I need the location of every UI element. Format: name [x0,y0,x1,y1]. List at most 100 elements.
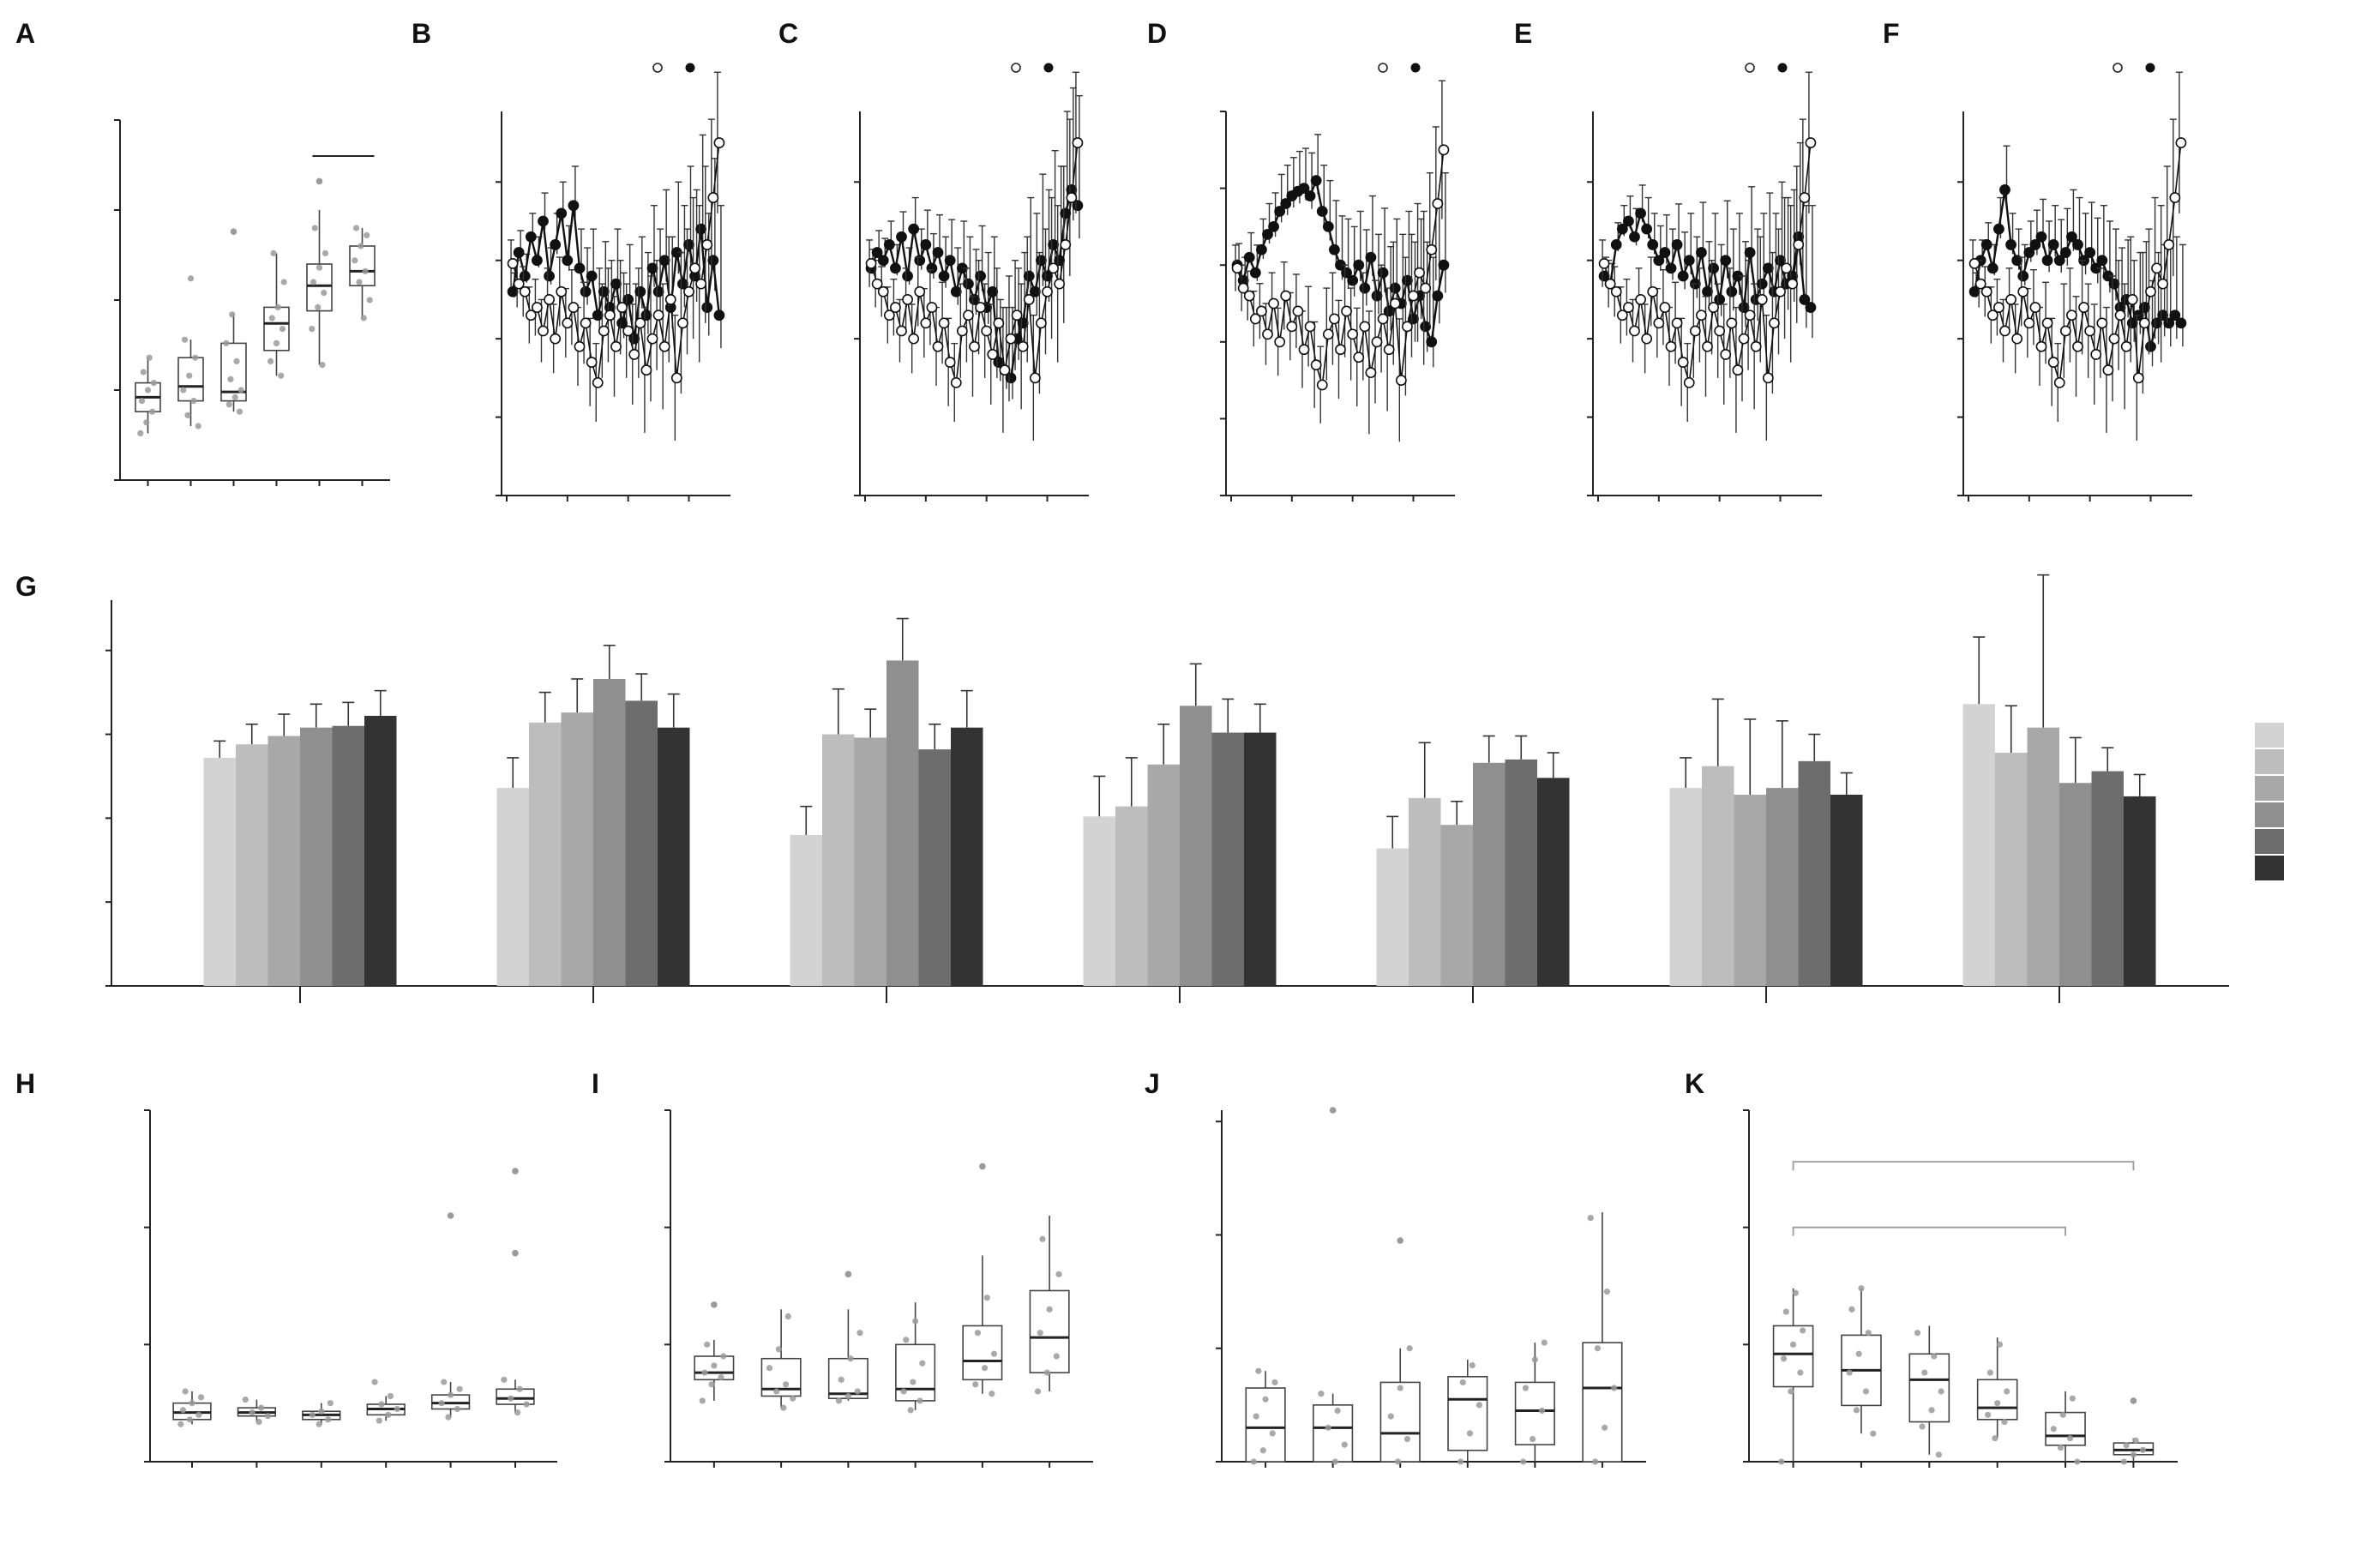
point-open [1756,294,1768,305]
legend-swatch [2255,749,2284,774]
data-point [1043,1369,1051,1376]
data-point [844,1392,851,1400]
panel-letter-f: F [1883,18,1900,49]
data-point [181,336,189,343]
data-point [366,297,373,303]
data-point [501,1376,508,1383]
point-filled [2053,255,2065,267]
point-filled [2084,247,2096,258]
point-open [896,325,907,337]
data-point [910,1379,917,1385]
data-point [321,290,328,297]
point-open [610,340,622,352]
outlier-point [979,1162,986,1170]
point-filled [532,255,543,267]
outlier-point [316,177,323,185]
point-open [1359,321,1371,333]
data-point [454,1405,461,1413]
point-filled [1683,255,1695,267]
data-point [195,423,201,430]
point-filled [2035,231,2047,243]
point-filled [1249,267,1261,279]
point-open [1787,278,1799,290]
point-open [1365,367,1377,379]
point-filled [1623,215,1634,227]
data-point [982,1365,989,1372]
point-filled [1359,282,1371,294]
point-open [1647,285,1659,297]
panel-letter-h: H [15,1068,35,1099]
point-filled [550,239,562,250]
bar [1537,778,1570,986]
point-filled [1005,372,1017,384]
bar [593,678,626,986]
legend-filled-marker [2145,63,2155,73]
point-open [2023,317,2035,329]
point-open [1974,278,1986,290]
data-point [1318,1391,1325,1397]
legend-swatch [2255,856,2284,880]
point-open [2078,302,2089,313]
data-point [2059,1411,2066,1418]
point-open [580,317,592,329]
point-filled [2005,239,2016,250]
point-open [670,372,682,384]
point-filled [1322,220,1334,232]
point-open [2053,376,2065,388]
data-point [445,1414,452,1421]
point-open [1341,305,1352,317]
data-point [2123,1442,2130,1449]
point-open [562,317,574,329]
data-point [917,1397,923,1404]
point-filled [1280,198,1292,209]
legend-open-marker [2113,63,2123,73]
data-point [1914,1330,1921,1337]
data-point [309,326,316,333]
data-point [358,243,364,249]
box [1029,1289,1070,1373]
point-filled [1389,282,1401,294]
data-point [1039,1235,1046,1242]
panel-e-line-chart [1587,63,1822,502]
bar [1147,764,1180,986]
data-point [187,275,195,282]
point-open [2120,340,2132,352]
data-point [140,369,147,375]
data-point [972,1381,979,1388]
data-point [1457,1458,1464,1465]
box [349,245,376,287]
box [1514,1381,1555,1445]
point-open [1598,257,1610,269]
point-filled [1072,200,1084,212]
point-filled [1665,262,1677,274]
point-open [701,239,713,250]
point-open [1696,309,1707,321]
point-open [1432,198,1444,209]
point-filled [914,255,926,267]
legend-filled-marker [1777,63,1788,73]
data-point [2057,1445,2064,1451]
data-point [1469,1361,1475,1369]
data-point [514,1409,521,1416]
bar [1376,848,1409,986]
outlier-point [512,1249,519,1257]
data-point [718,1374,724,1381]
point-open [1268,297,1279,309]
data-point [1994,1400,2001,1407]
point-open [1408,290,1419,302]
point-open [1671,317,1683,329]
point-open [993,317,1005,329]
point-open [2175,137,2187,148]
point-open [2126,294,2138,305]
data-point [316,264,323,271]
point-open [1310,359,1322,371]
point-filled [1365,251,1377,263]
point-filled [1371,290,1383,302]
data-point [1403,1435,1411,1443]
data-point [177,1421,184,1427]
data-point [144,387,152,394]
data-point [856,1330,863,1337]
outlier-point [2130,1397,2137,1404]
data-point [784,1313,791,1320]
point-open [1610,285,1622,297]
